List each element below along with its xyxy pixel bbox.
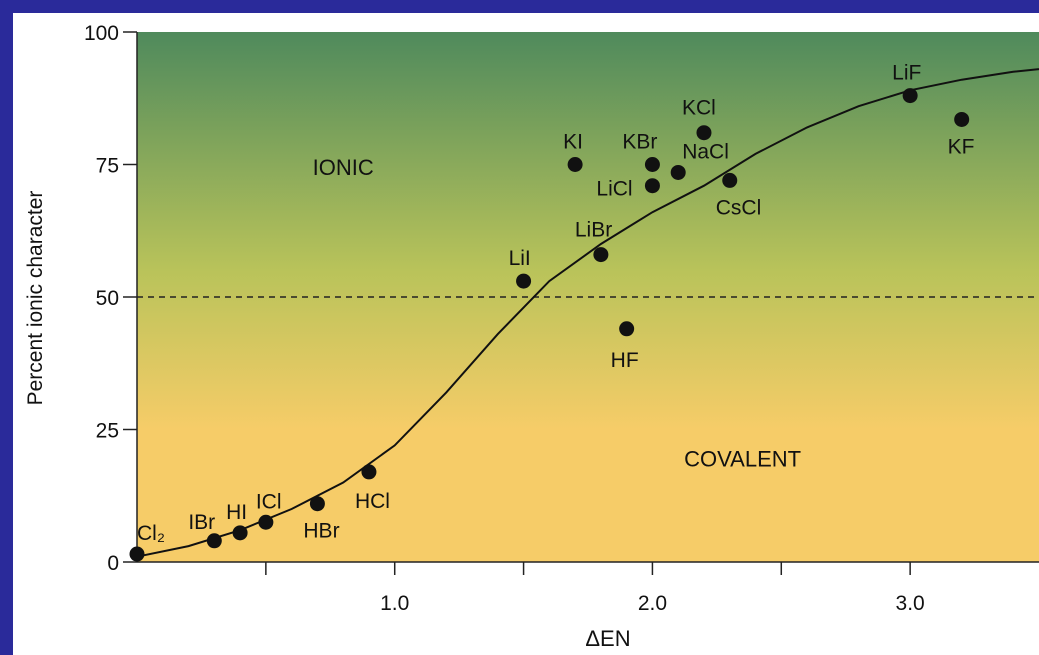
y-tick-label: 25 bbox=[96, 420, 119, 443]
point-label: ICl bbox=[256, 490, 282, 513]
data-point bbox=[670, 164, 686, 180]
point-label: HCl bbox=[355, 490, 390, 513]
point-label: LiF bbox=[892, 62, 921, 85]
point-label: LiCl bbox=[596, 178, 632, 201]
region-label: IONIC bbox=[313, 155, 374, 180]
data-point bbox=[258, 514, 274, 530]
data-point bbox=[567, 157, 583, 172]
point-label: HF bbox=[611, 349, 639, 372]
data-point bbox=[516, 273, 532, 289]
point-label: NaCl bbox=[682, 140, 729, 163]
point-label: Cl₂ bbox=[137, 522, 165, 545]
data-point bbox=[696, 125, 712, 141]
y-tick-label: 50 bbox=[96, 287, 119, 310]
data-point bbox=[954, 111, 970, 127]
data-point bbox=[619, 321, 635, 337]
point-label: HBr bbox=[303, 520, 339, 543]
point-label: LiI bbox=[509, 247, 531, 270]
data-point bbox=[129, 546, 145, 562]
point-label: KBr bbox=[622, 131, 657, 154]
y-tick-label: 75 bbox=[96, 155, 119, 178]
y-tick-label: 0 bbox=[107, 552, 119, 575]
data-point bbox=[644, 178, 660, 194]
y-tick-label: 100 bbox=[84, 22, 119, 45]
data-point bbox=[902, 88, 918, 104]
x-tick-label: 3.0 bbox=[896, 592, 925, 615]
x-tick-label: 1.0 bbox=[380, 592, 409, 615]
data-point bbox=[722, 172, 738, 188]
y-axis-label: Percent ionic character bbox=[24, 191, 47, 406]
data-point bbox=[361, 464, 377, 480]
point-label: LiBr bbox=[575, 219, 612, 242]
point-label: HI bbox=[226, 501, 247, 524]
frame-top-border bbox=[0, 0, 1039, 13]
point-label: KI bbox=[563, 131, 583, 154]
x-axis-label: ΔEN bbox=[585, 626, 630, 651]
x-tick-label: 2.0 bbox=[638, 592, 667, 615]
data-point bbox=[593, 247, 609, 263]
data-point bbox=[232, 525, 248, 541]
point-label: KCl bbox=[682, 97, 716, 120]
frame-left-border bbox=[0, 0, 13, 655]
data-point bbox=[644, 157, 660, 172]
data-point bbox=[206, 533, 222, 549]
region-label: COVALENT bbox=[684, 447, 801, 472]
data-point bbox=[309, 496, 325, 512]
point-label: KF bbox=[948, 135, 975, 158]
point-label: IBr bbox=[188, 511, 215, 534]
point-label: CsCl bbox=[716, 196, 762, 219]
